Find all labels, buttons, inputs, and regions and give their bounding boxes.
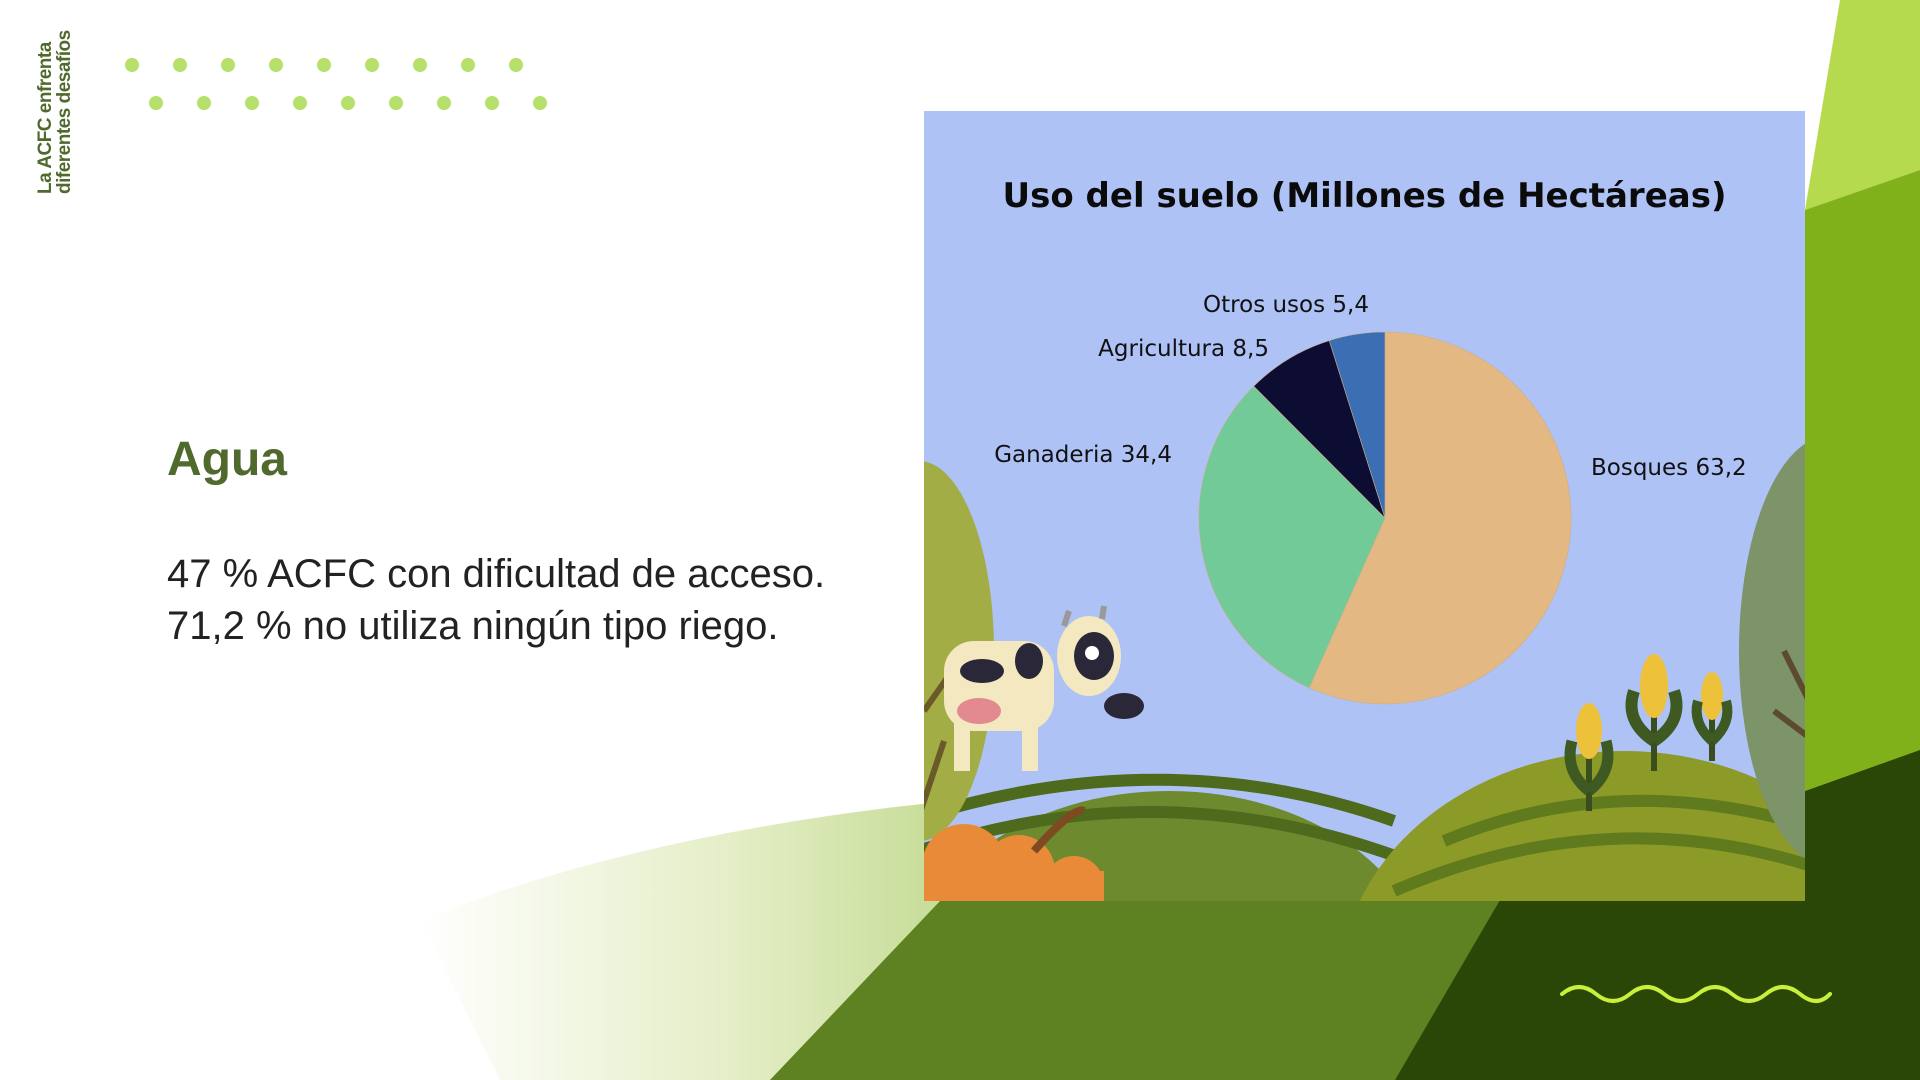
pie-slice-otros-usos	[1328, 331, 1386, 519]
corn	[1564, 654, 1733, 811]
pie-slice-bosques	[1308, 331, 1572, 705]
pie-chart	[1198, 331, 1572, 705]
stat-line-access: 47 % ACFC con dificultad de acceso.	[167, 552, 826, 596]
pie-slice-ganaderia	[1198, 385, 1386, 689]
chart-title: Uso del suelo (Millones de Hectáreas)	[1002, 176, 1727, 216]
stat-line-irrigation: 71,2 % no utiliza ningún tipo riego.	[167, 604, 779, 648]
chart-illustration: Bosques 63,2 Ganaderia 34,4 Agricultura 8,…	[924, 292, 1805, 901]
bush	[924, 806, 1104, 901]
section-label: La ACFC enfrenta diferentes desafíos	[35, 30, 75, 194]
chart-panel: Bosques 63,2 Ganaderia 34,4 Agricultura 8,…	[924, 111, 1805, 901]
body-text: 47 % ACFC con dificultad de acceso. 71,2…	[167, 548, 887, 652]
pie-labels: Bosques 63,2 Ganaderia 34,4 Agricultura 8,…	[994, 292, 1746, 481]
decorative-dots	[125, 58, 547, 110]
pie-label-otros-usos: Otros usos 5,4	[1203, 292, 1369, 318]
section-label-line1: La ACFC enfrenta	[35, 42, 56, 194]
pie-label-agricultura: Agricultura 8,5	[1098, 336, 1269, 362]
decorative-wave	[1560, 985, 1832, 1003]
pie-label-ganaderia: Ganaderia 34,4	[994, 442, 1172, 468]
section-label-line2: diferentes desafíos	[54, 30, 75, 194]
cow	[944, 605, 1144, 771]
farm-illustration	[924, 443, 1805, 901]
section-heading: Agua	[167, 433, 287, 486]
pie-label-bosques: Bosques 63,2	[1591, 455, 1747, 481]
